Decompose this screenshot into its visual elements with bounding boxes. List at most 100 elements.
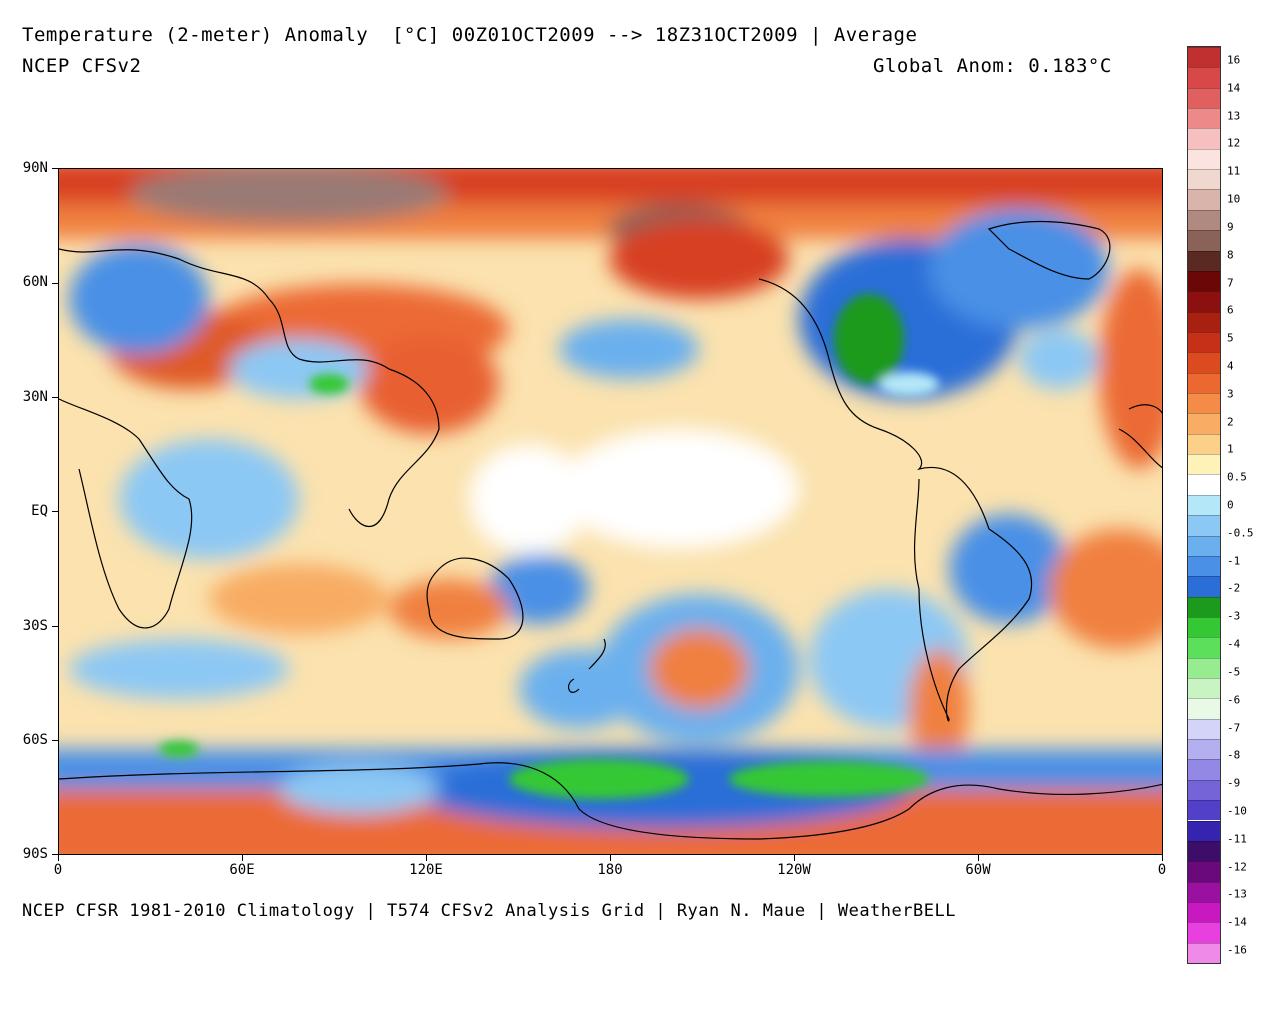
legend-label: 13	[1227, 109, 1241, 123]
legend-label: 7	[1227, 276, 1234, 289]
legend-label: 12	[1227, 136, 1241, 150]
legend-swatch	[1188, 657, 1220, 678]
legend-swatch	[1188, 413, 1220, 434]
lat-label-30n: 30N	[22, 389, 48, 405]
legend-swatch	[1188, 291, 1220, 312]
legend-swatch	[1188, 372, 1220, 394]
legend-label: -2	[1227, 581, 1241, 595]
legend-label: 2	[1227, 415, 1234, 429]
lat-label-30s: 30S	[22, 618, 48, 634]
legend-label: -14	[1227, 915, 1247, 929]
legend-label: -7	[1227, 721, 1241, 734]
legend-label: -9	[1227, 776, 1241, 790]
legend-label: 4	[1227, 359, 1234, 373]
legend-label: -1	[1227, 554, 1241, 568]
lon-tick	[794, 855, 795, 861]
legend-swatch	[1188, 759, 1220, 780]
legend-swatch	[1188, 128, 1220, 149]
lat-tick	[52, 854, 58, 855]
legend-swatch	[1188, 515, 1220, 536]
legend-swatch	[1188, 901, 1220, 923]
lat-tick	[52, 740, 58, 741]
legend-swatch	[1188, 148, 1220, 170]
legend-label: 9	[1227, 220, 1234, 234]
lon-label-60w: 60W	[965, 862, 991, 878]
legend-swatch	[1188, 840, 1220, 862]
legend-label: 0.5	[1227, 470, 1247, 484]
legend-label: 3	[1227, 387, 1234, 401]
lon-label-60e: 60E	[229, 862, 255, 878]
legend-swatch	[1188, 47, 1220, 68]
legend-label: -0.5	[1227, 526, 1254, 540]
legend-swatch	[1188, 433, 1220, 455]
legend-swatch	[1188, 393, 1220, 414]
legend-swatch	[1188, 779, 1220, 801]
legend-label: -3	[1227, 609, 1241, 623]
legend-swatch	[1188, 250, 1220, 271]
legend-label: -4	[1227, 637, 1241, 651]
legend-swatch	[1188, 881, 1220, 902]
map-title: Temperature (2-meter) Anomaly [°C] 00Z01…	[22, 24, 918, 46]
legend-label: -11	[1227, 832, 1247, 846]
anomaly-map-graphic	[59, 169, 1162, 854]
lat-label-60n: 60N	[22, 274, 48, 290]
footer-credit: NCEP CFSR 1981-2010 Climatology | T574 C…	[22, 901, 956, 921]
legend-label: -12	[1227, 860, 1247, 874]
legend-swatch	[1188, 189, 1220, 210]
legend-label: -6	[1227, 693, 1241, 707]
legend-swatch	[1188, 820, 1220, 841]
legend-swatch	[1188, 698, 1220, 719]
legend-swatch	[1188, 230, 1220, 251]
color-legend	[1187, 46, 1221, 964]
legend-label: -8	[1227, 748, 1241, 762]
lon-tick	[1162, 855, 1163, 861]
legend-swatch	[1188, 87, 1220, 109]
lat-label-90n: 90N	[22, 160, 48, 176]
lat-label-90s: 90S	[22, 846, 48, 862]
lat-tick	[52, 283, 58, 284]
lat-tick	[52, 626, 58, 627]
legend-label: 0	[1227, 498, 1234, 512]
legend-swatch	[1188, 454, 1220, 475]
lon-label-0: 0	[53, 862, 63, 878]
legend-swatch	[1188, 311, 1220, 332]
global-anomaly-readout: Global Anom: 0.183°C	[873, 55, 1112, 77]
legend-label: 5	[1227, 331, 1234, 345]
lat-label-60s: 60S	[22, 732, 48, 748]
legend-swatch	[1188, 637, 1220, 658]
legend-label: -5	[1227, 665, 1241, 679]
lon-tick	[58, 855, 59, 861]
legend-swatch	[1188, 678, 1220, 699]
legend-swatch	[1188, 108, 1220, 129]
model-subtitle: NCEP CFSv2	[22, 55, 142, 77]
legend-label: -10	[1227, 804, 1247, 818]
legend-label: 8	[1227, 248, 1234, 262]
lat-tick	[52, 511, 58, 512]
legend-swatch	[1188, 169, 1220, 190]
legend-swatch	[1188, 922, 1220, 943]
lon-label-120e: 120E	[409, 862, 443, 878]
legend-swatch	[1188, 616, 1220, 638]
legend-swatch	[1188, 555, 1220, 577]
legend-swatch	[1188, 270, 1220, 292]
lat-label-eq: EQ	[31, 503, 48, 519]
legend-swatch	[1188, 861, 1220, 882]
anomaly-map	[58, 168, 1163, 855]
legend-swatch	[1188, 942, 1220, 963]
legend-swatch	[1188, 494, 1220, 516]
legend-label: 14	[1227, 81, 1241, 95]
coastline-outlines	[59, 220, 1162, 840]
legend-swatch	[1188, 209, 1220, 231]
legend-label: 16	[1227, 53, 1241, 67]
lat-tick	[52, 397, 58, 398]
lon-tick	[978, 855, 979, 861]
legend-label: 1	[1227, 442, 1234, 456]
legend-label: -13	[1227, 887, 1247, 901]
lon-tick	[426, 855, 427, 861]
legend-label: 6	[1227, 303, 1234, 317]
legend-swatch	[1188, 576, 1220, 597]
lat-tick	[52, 168, 58, 169]
legend-swatch	[1188, 67, 1220, 88]
legend-label: -16	[1227, 943, 1247, 957]
legend-swatch	[1188, 331, 1220, 353]
